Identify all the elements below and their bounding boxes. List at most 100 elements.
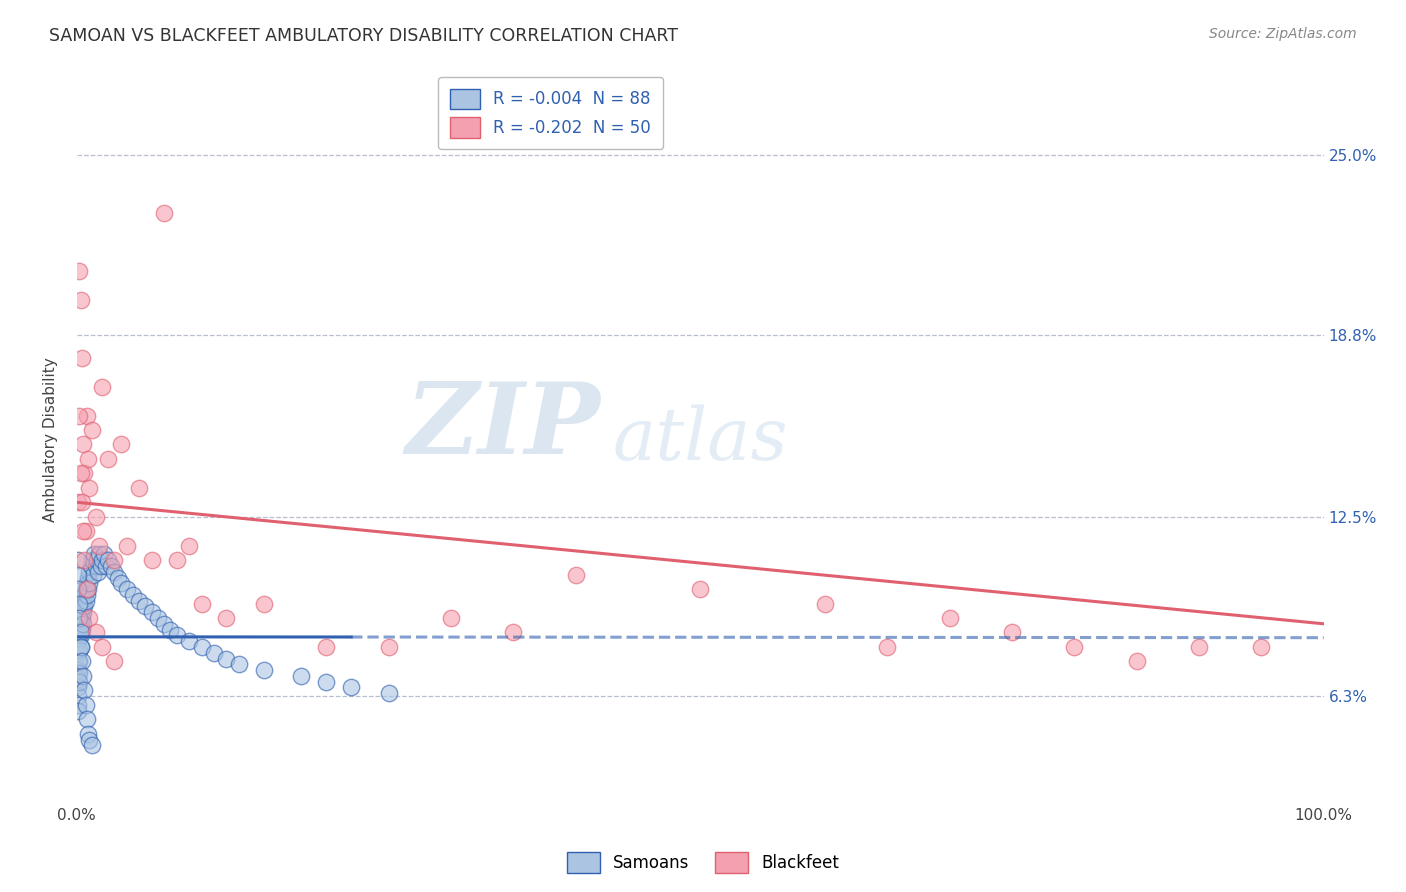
Point (75, 593, 97, 607)
Point (1001, 625, 1024, 640)
Point (190, 640, 212, 654)
Point (83, 547, 105, 561)
Point (77, 451, 100, 466)
Point (377, 686, 399, 700)
Point (84, 509, 107, 524)
Point (79, 732, 101, 747)
Point (67, 567, 90, 582)
Point (814, 597, 837, 611)
Point (77, 727, 100, 741)
Point (76, 712, 98, 726)
Point (115, 582, 138, 596)
Legend: Samoans, Blackfeet: Samoans, Blackfeet (560, 846, 846, 880)
Point (67, 646, 90, 660)
Point (177, 634, 200, 648)
Point (67, 611, 90, 625)
Point (67, 632, 90, 646)
Point (202, 646, 225, 660)
Point (103, 553, 125, 567)
Point (73, 553, 96, 567)
Point (103, 654, 125, 668)
Point (67, 620, 90, 634)
Point (79, 558, 101, 573)
Point (67, 409, 90, 423)
Point (69, 616, 91, 631)
Point (141, 553, 163, 567)
Point (100, 558, 122, 573)
Point (69, 640, 91, 654)
Point (77, 570, 100, 584)
Point (77, 582, 100, 596)
Point (70, 623, 93, 637)
Point (689, 582, 711, 596)
Point (70, 495, 93, 509)
Y-axis label: Ambulatory Disability: Ambulatory Disability (44, 358, 58, 523)
Point (340, 681, 363, 695)
Point (67, 553, 90, 567)
Point (72, 616, 94, 631)
Point (72, 437, 94, 451)
Point (67, 495, 90, 509)
Point (80, 739, 103, 753)
Point (93, 547, 115, 561)
Point (153, 206, 176, 220)
Point (67, 634, 90, 648)
Point (84, 558, 107, 573)
Point (67, 698, 90, 712)
Point (107, 570, 129, 584)
Point (67, 674, 90, 689)
Point (67, 611, 90, 625)
Point (67, 689, 90, 703)
Point (70, 611, 93, 625)
Point (1188, 640, 1211, 654)
Point (76, 588, 98, 602)
Text: SAMOAN VS BLACKFEET AMBULATORY DISABILITY CORRELATION CHART: SAMOAN VS BLACKFEET AMBULATORY DISABILIT… (49, 27, 678, 45)
Point (67, 264, 90, 278)
Point (90, 558, 112, 573)
Point (177, 539, 200, 553)
Text: atlas: atlas (613, 405, 789, 475)
Point (110, 576, 132, 591)
Text: ZIP: ZIP (405, 377, 600, 474)
Point (128, 593, 150, 607)
Point (72, 593, 94, 607)
Point (70, 599, 93, 614)
Point (122, 588, 145, 602)
Point (72, 524, 94, 539)
Point (97, 553, 120, 567)
Point (146, 611, 169, 625)
Point (67, 681, 90, 695)
Point (67, 582, 90, 596)
Point (110, 437, 132, 451)
Point (70, 351, 93, 365)
Point (69, 625, 91, 640)
Point (89, 547, 111, 561)
Point (166, 628, 188, 642)
Point (141, 605, 163, 619)
Point (215, 611, 238, 625)
Point (1063, 640, 1085, 654)
Point (90, 640, 112, 654)
Point (67, 672, 90, 686)
Point (315, 674, 337, 689)
Point (69, 628, 91, 642)
Point (440, 611, 463, 625)
Point (67, 597, 90, 611)
Point (315, 640, 337, 654)
Point (253, 597, 276, 611)
Point (1250, 640, 1272, 654)
Point (76, 582, 98, 596)
Point (80, 423, 103, 437)
Point (67, 704, 90, 718)
Point (67, 654, 90, 668)
Point (69, 467, 91, 481)
Point (73, 467, 96, 481)
Point (79, 576, 101, 591)
Point (70, 654, 93, 668)
Point (84, 625, 107, 640)
Point (76, 576, 98, 591)
Legend: R = -0.004  N = 88, R = -0.202  N = 50: R = -0.004 N = 88, R = -0.202 N = 50 (439, 77, 662, 149)
Point (97, 451, 120, 466)
Point (67, 654, 90, 668)
Point (166, 553, 188, 567)
